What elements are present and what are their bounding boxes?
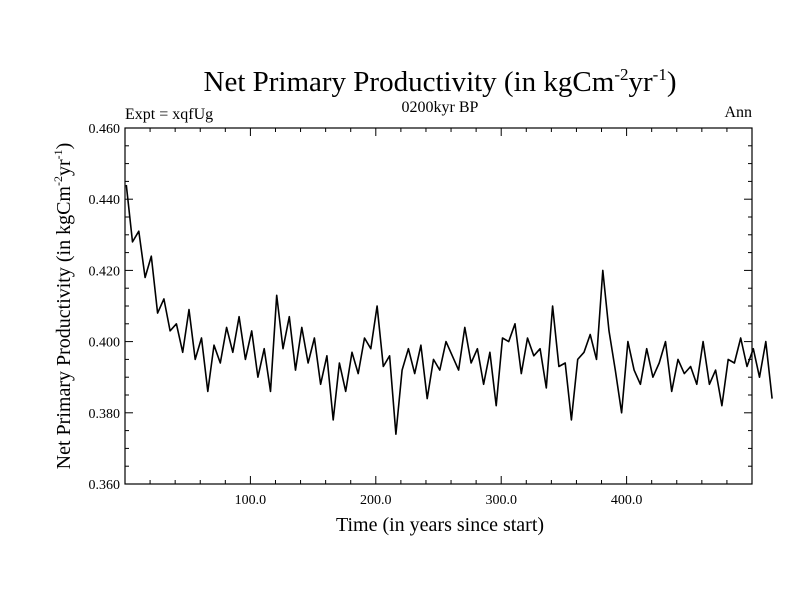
y-tick-labels: 0.360 0.380 0.400 0.420 0.440 0.460 <box>89 122 121 493</box>
y-tick-label: 0.380 <box>89 407 121 422</box>
y-tick-label: 0.460 <box>89 122 121 137</box>
y-tick-label: 0.440 <box>89 193 121 208</box>
x-axis-label: Time (in years since start) <box>336 514 544 536</box>
chart-title: Net Primary Productivity (in kgCm-2yr-1) <box>204 65 677 98</box>
x-tick-labels: 100.0 200.0 300.0 400.0 <box>235 493 643 508</box>
x-tick-label: 300.0 <box>485 493 517 508</box>
x-axis-ticks <box>149 128 728 484</box>
experiment-label: Expt = xqfUg <box>125 106 213 123</box>
y-tick-label: 0.420 <box>89 264 121 279</box>
x-tick-label: 100.0 <box>235 493 267 508</box>
season-label: Ann <box>724 104 752 121</box>
y-axis-label: Net Primary Productivity (in kgCm-2yr-1) <box>51 143 75 470</box>
y-tick-label: 0.400 <box>89 336 121 351</box>
x-tick-label: 200.0 <box>360 493 392 508</box>
y-tick-label: 0.360 <box>89 478 121 493</box>
npp-series-line <box>125 184 773 435</box>
period-label: 0200kyr BP <box>402 99 479 116</box>
y-axis-ticks <box>125 127 752 485</box>
x-tick-label: 400.0 <box>611 493 643 508</box>
